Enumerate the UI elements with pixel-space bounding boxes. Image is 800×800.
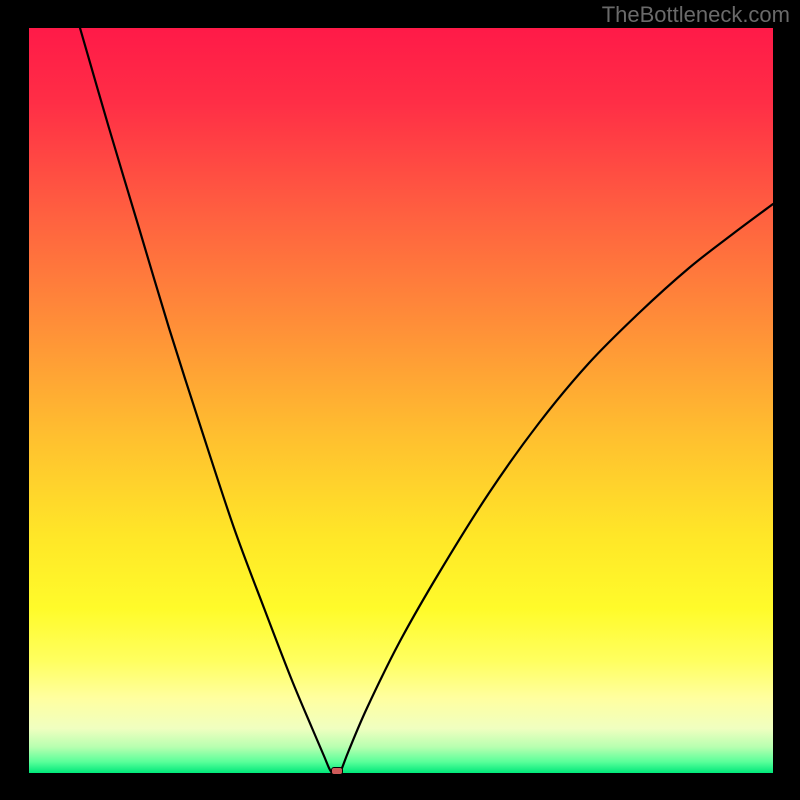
curve-left_branch (80, 28, 332, 773)
curve-right_branch (339, 204, 773, 773)
curve-overlay (29, 28, 773, 773)
plot-area (29, 28, 773, 773)
chart-canvas: TheBottleneck.com (0, 0, 800, 800)
watermark-text: TheBottleneck.com (602, 2, 790, 28)
minimum-marker (331, 767, 343, 775)
